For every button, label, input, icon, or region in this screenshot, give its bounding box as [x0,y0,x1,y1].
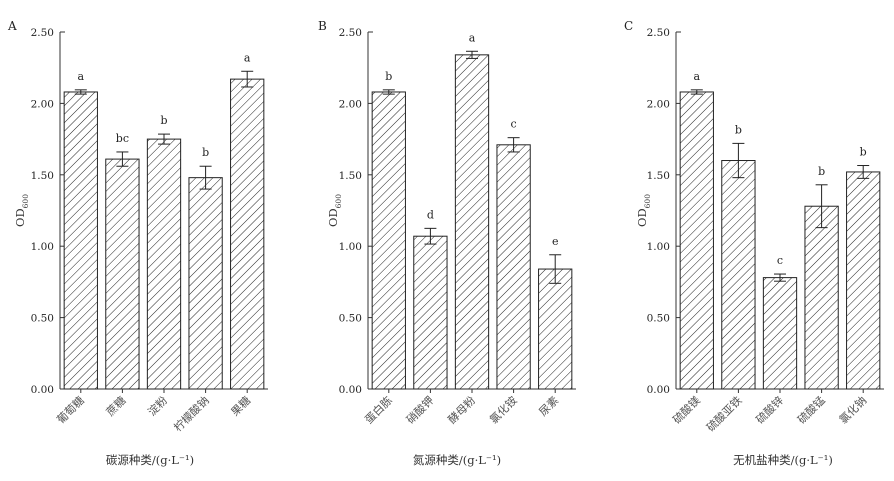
category-label: 氯化钠 [836,393,869,426]
y-axis-title-main: OD [326,208,340,227]
bar-b-4 [538,268,573,390]
category-label: 蛋白胨 [362,393,395,426]
y-axis-title: OD600 [635,194,652,227]
bar-a-0 [63,91,98,390]
bar-a-1 [105,158,140,390]
panel-letter: A [7,19,17,33]
y-tick-label: 2.50 [647,27,670,39]
y-tick-label: 0.50 [647,313,670,325]
x-axis-title: 无机盐种类/(g·L⁻¹) [733,453,833,467]
bar-c-2 [762,277,798,390]
bar-b-0 [371,91,406,390]
category-label: 硫酸锰 [794,393,827,426]
y-tick-label: 0.00 [339,384,362,396]
x-axis-title: 碳源种类/(g·L⁻¹) [106,453,194,467]
significance-label: b [385,70,392,83]
y-tick-label: 1.00 [339,241,362,253]
bar-a-3 [188,177,223,390]
y-tick-label: 0.50 [339,313,362,325]
category-label: 葡萄糖 [54,393,87,426]
significance-label: b [160,114,167,127]
y-tick-label: 1.50 [339,170,362,182]
y-axis-title-sub: 600 [334,194,343,209]
significance-label: d [427,208,434,221]
y-axis-title: OD600 [13,194,30,227]
significance-label: b [735,123,742,136]
bar-b-3 [496,144,531,390]
category-label: 尿素 [537,394,562,419]
chart-panel-b: B 0.00 0.50 1.00 1.50 2.00 2.50 OD600 b 蛋白胨 d 硝酸钾 a 酵… [318,19,576,467]
chart-panel-c: C 0.00 0.50 1.00 1.50 2.00 2.50 OD600 a 硫酸镁 b 硫酸亚铁 c… [624,19,884,467]
y-tick-label: 2.50 [31,27,54,39]
significance-label: a [244,51,251,64]
chart-panel-a: A 0.00 0.50 1.00 1.50 2.00 2.50 OD600 a 葡萄糖 bc 蔗糖 b 淀… [7,19,268,467]
y-tick-label: 2.00 [647,98,670,110]
significance-label: a [469,31,476,44]
significance-label: b [818,165,825,178]
y-axis-title-main: OD [635,208,649,227]
y-tick-label: 2.00 [31,98,54,110]
category-label: 氯化铵 [486,393,519,426]
category-label: 硫酸锌 [753,393,786,426]
y-tick-label: 2.50 [339,27,362,39]
x-axis-title: 氮源种类/(g·L⁻¹) [413,453,501,467]
significance-label: a [78,70,85,83]
category-label: 硫酸亚铁 [704,393,745,434]
significance-label: bc [116,132,129,145]
y-axis-title: OD600 [326,194,343,227]
category-label: 蔗糖 [103,393,128,418]
y-axis-title-main: OD [13,208,27,227]
significance-label: e [552,235,559,248]
category-label: 淀粉 [145,393,170,418]
significance-label: b [202,146,209,159]
category-label: 硫酸镁 [670,393,703,426]
y-tick-label: 1.50 [31,170,54,182]
bar-b-2 [454,54,490,390]
bar-a-4 [230,78,265,390]
bar-a-2 [146,138,182,390]
significance-label: c [777,254,783,267]
category-label: 酵母粉 [446,394,479,427]
bar-c-1 [721,160,756,390]
y-tick-label: 0.00 [31,384,54,396]
significance-label: c [511,118,517,131]
panel-letter: B [318,19,327,33]
y-axis-title-sub: 600 [643,194,652,209]
y-tick-label: 1.00 [647,241,670,253]
category-label: 硝酸钾 [403,393,436,426]
y-tick-label: 0.00 [647,384,670,396]
y-tick-label: 2.00 [339,98,362,110]
category-label: 柠檬酸钠 [171,393,212,434]
category-label: 果糖 [228,393,253,418]
significance-label: b [860,146,867,159]
panel-letter: C [624,19,633,33]
bar-c-4 [846,171,881,390]
y-tick-label: 1.50 [647,170,670,182]
bar-b-1 [413,235,448,390]
y-tick-label: 1.00 [31,241,54,253]
significance-label: a [694,70,701,83]
bar-c-0 [679,91,714,390]
y-tick-label: 0.50 [31,313,54,325]
bar-c-3 [804,205,839,390]
y-axis-title-sub: 600 [21,194,30,209]
